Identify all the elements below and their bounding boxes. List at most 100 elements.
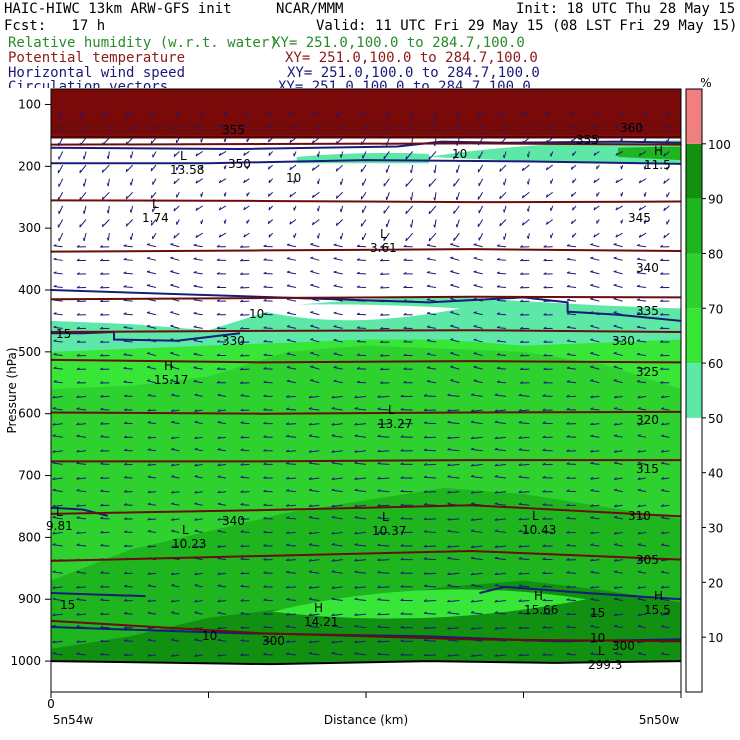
vector-head [52, 624, 56, 627]
vector-head [100, 394, 104, 398]
vector-head [82, 183, 85, 187]
vector-head [566, 530, 570, 534]
extremum-marker: L [56, 505, 63, 519]
vector-head [193, 257, 197, 260]
vector [522, 219, 530, 226]
vector [217, 463, 227, 467]
vector [308, 395, 320, 399]
vector [53, 381, 63, 384]
vector [147, 394, 157, 397]
vector [310, 270, 320, 275]
vector [471, 599, 483, 603]
vector-head [217, 626, 221, 630]
vector [447, 394, 460, 397]
vector-head [308, 531, 312, 535]
vector [614, 489, 623, 493]
vector [590, 450, 600, 453]
vector-head [499, 114, 502, 118]
extremum-value: 10.37 [372, 524, 406, 538]
vector-head [520, 313, 524, 316]
vector-head [216, 353, 220, 356]
vector [566, 381, 577, 384]
vector [613, 325, 623, 329]
theta-310 [51, 504, 681, 518]
vector-head [377, 503, 381, 507]
vector-head [311, 113, 315, 117]
vector-head [223, 138, 226, 143]
vector [362, 151, 367, 159]
vector [335, 219, 344, 227]
vector-head [590, 516, 594, 519]
vector-head [636, 325, 640, 328]
vector-head [542, 612, 546, 615]
vector-head [545, 194, 548, 198]
theta-label: 360 [620, 121, 643, 135]
vector-head [593, 179, 596, 183]
vector [471, 627, 483, 630]
vector [195, 205, 203, 211]
vector-head [331, 624, 335, 627]
vector-head [566, 366, 570, 369]
vector [76, 544, 87, 547]
vector-head [403, 272, 407, 275]
vector-head [499, 195, 502, 199]
vector [173, 151, 180, 157]
vector-head [106, 183, 109, 187]
vector [171, 599, 180, 603]
vector-head [171, 545, 174, 548]
vector-head [150, 195, 153, 199]
vector-head [494, 518, 498, 521]
vector [661, 517, 670, 520]
vector-head [470, 599, 474, 603]
vector-head [614, 488, 618, 491]
vector [107, 151, 110, 159]
vector [386, 164, 390, 173]
vector-head [240, 571, 244, 575]
vector [614, 652, 623, 656]
vector-head [613, 351, 617, 354]
vector-head [286, 597, 290, 601]
vector [101, 164, 110, 173]
vector-head [147, 436, 151, 439]
vector [308, 598, 320, 601]
vector-head [566, 421, 570, 425]
vector [405, 232, 414, 242]
vector [52, 395, 63, 399]
vector [450, 270, 460, 275]
theta-355 [51, 128, 681, 133]
vector [308, 544, 320, 547]
vector [107, 178, 110, 187]
vector-head [450, 324, 454, 327]
vector-head [200, 139, 202, 143]
vector-head [356, 258, 360, 261]
rh-lower-light [271, 589, 587, 619]
vector [494, 599, 507, 603]
vector [53, 354, 63, 357]
vector-head [52, 586, 56, 589]
vector [613, 243, 623, 248]
vector-head [637, 488, 641, 491]
vector-head [333, 284, 337, 287]
vector-head [494, 393, 498, 396]
vector-head [473, 352, 477, 354]
vector-head [526, 208, 529, 212]
vector-head [263, 244, 267, 247]
vector-head [543, 285, 547, 289]
vector-head [52, 395, 56, 399]
vector-head [496, 285, 500, 288]
valid-time: Valid: 11 UTC Fri 29 May 15 (08 LST Fri … [316, 18, 738, 34]
vector-head [590, 558, 594, 562]
vector-head [76, 652, 80, 655]
vector-head [194, 447, 198, 450]
vector-head [216, 367, 220, 370]
vector-head [542, 408, 546, 411]
vector [79, 191, 87, 201]
vector-head [526, 154, 529, 158]
vector [173, 178, 180, 185]
vector [377, 450, 390, 453]
vector [615, 151, 623, 156]
vector [331, 559, 343, 562]
vector [331, 640, 343, 644]
vector [310, 338, 320, 343]
vector [638, 205, 647, 211]
